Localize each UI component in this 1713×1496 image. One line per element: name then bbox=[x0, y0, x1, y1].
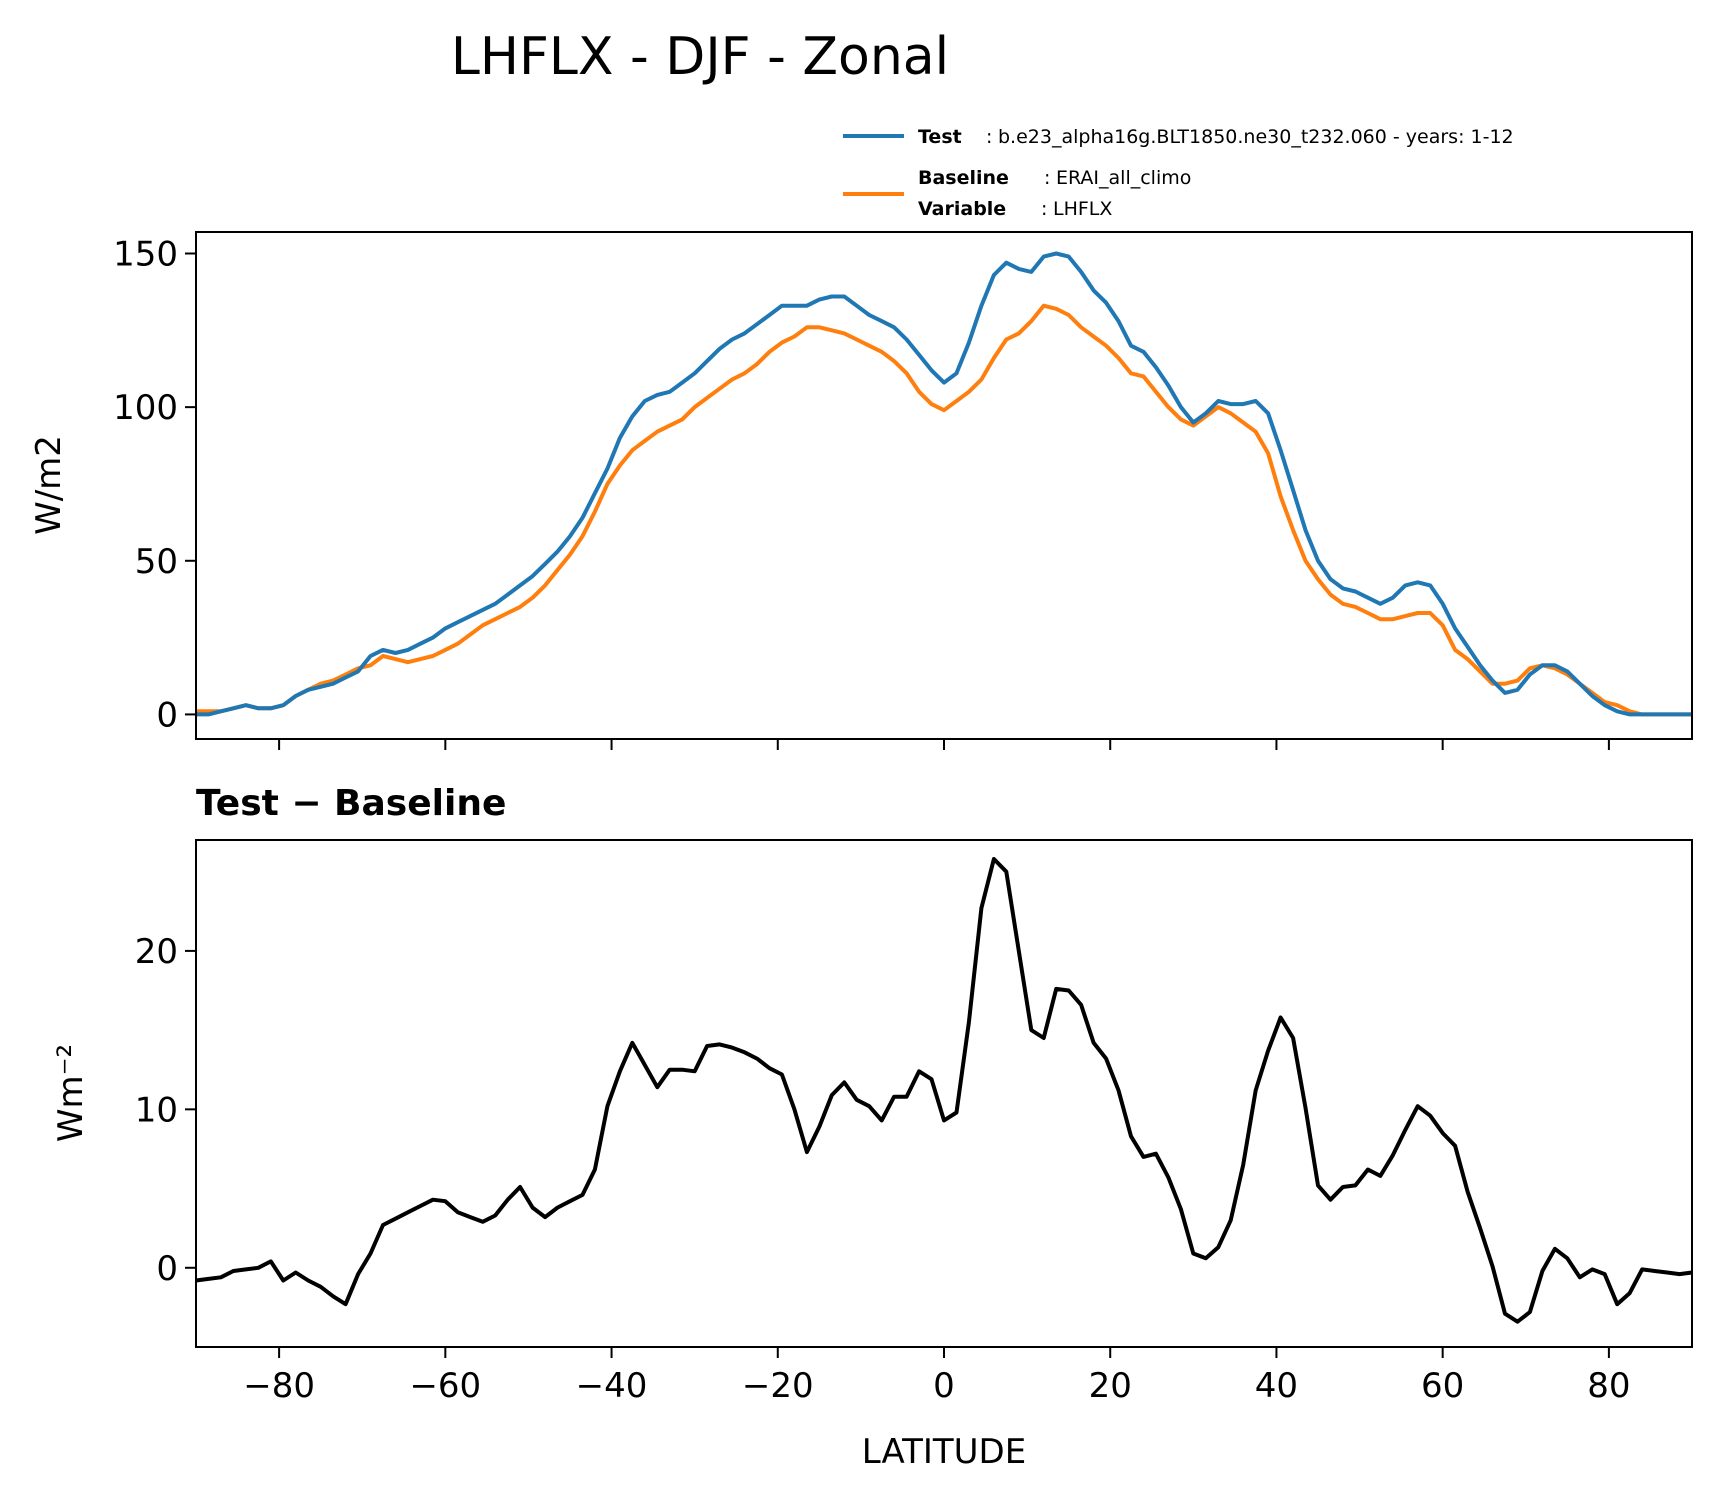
series-line-baseline bbox=[196, 303, 1692, 717]
y-tick-label: 0 bbox=[156, 1249, 178, 1289]
legend-baseline-sep: : bbox=[1044, 167, 1050, 189]
x-tick-label: 20 bbox=[1089, 1366, 1132, 1406]
x-axis-label: LATITUDE bbox=[862, 1432, 1026, 1472]
bottom-y-ticks: 0 10 20 bbox=[135, 932, 196, 1289]
top-x-ticks bbox=[278, 739, 1610, 750]
bottom-y-axis-label: Wm⁻² bbox=[51, 1044, 91, 1142]
legend-variable-value: LHFLX bbox=[1053, 198, 1112, 220]
y-tick-label: 20 bbox=[135, 932, 178, 972]
x-tick-label: −20 bbox=[742, 1366, 814, 1406]
legend: Test : b.e23_alpha16g.BLT1850.ne30_t232.… bbox=[843, 126, 1514, 220]
bottom-plot-frame bbox=[195, 839, 1693, 1348]
legend-variable-sep: : bbox=[1041, 198, 1047, 220]
top-series bbox=[196, 251, 1692, 717]
legend-baseline-value: ERAI_all_climo bbox=[1056, 167, 1191, 189]
bottom-x-ticks: −80 −60 −40 −20 0 20 40 60 80 bbox=[243, 1347, 1631, 1406]
bottom-subtitle: Test − Baseline bbox=[196, 783, 506, 824]
top-panel: 0 50 100 150 W/m2 bbox=[29, 231, 1693, 750]
legend-baseline-label: Baseline bbox=[918, 167, 1009, 189]
legend-test-label: Test bbox=[918, 126, 962, 148]
x-tick-label: 40 bbox=[1255, 1366, 1298, 1406]
x-tick-label: 80 bbox=[1587, 1366, 1630, 1406]
bottom-series bbox=[195, 857, 1693, 1324]
x-tick-label: −40 bbox=[576, 1366, 648, 1406]
y-tick-label: 10 bbox=[135, 1090, 178, 1130]
series-line-test-baseline bbox=[195, 857, 1693, 1324]
y-tick-label: 100 bbox=[113, 388, 178, 428]
top-plot-frame bbox=[195, 231, 1693, 740]
y-tick-label: 50 bbox=[135, 542, 178, 582]
chart-title: LHFLX - DJF - Zonal bbox=[451, 27, 949, 87]
x-tick-label: 0 bbox=[933, 1366, 955, 1406]
y-tick-label: 150 bbox=[113, 235, 178, 275]
top-y-ticks: 0 50 100 150 bbox=[113, 235, 196, 735]
x-tick-label: 60 bbox=[1421, 1366, 1464, 1406]
bottom-panel: Test − Baseline 0 10 20 −80 −60 −40 −20 0 20 40 6… bbox=[51, 783, 1693, 1472]
y-tick-label: 0 bbox=[156, 695, 178, 735]
legend-test-sep: : bbox=[986, 126, 992, 148]
legend-test-value: b.e23_alpha16g.BLT1850.ne30_t232.060 - y… bbox=[998, 126, 1514, 148]
series-line-test bbox=[196, 251, 1692, 717]
top-y-axis-label: W/m2 bbox=[29, 435, 69, 535]
legend-variable-label: Variable bbox=[918, 198, 1006, 220]
x-tick-label: −80 bbox=[243, 1366, 315, 1406]
x-tick-label: −60 bbox=[409, 1366, 481, 1406]
